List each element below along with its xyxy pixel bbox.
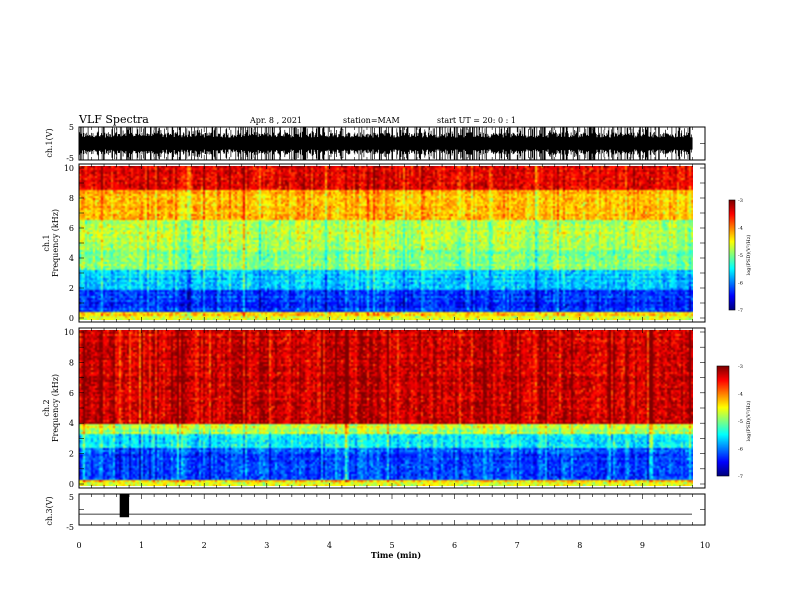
frequency-tick-label: 0 bbox=[69, 314, 74, 323]
ch3-signal-ticks bbox=[78, 494, 706, 525]
time-tick-label: 10 bbox=[700, 541, 710, 550]
time-tick-label: 4 bbox=[327, 541, 332, 550]
start-time-label: start UT = 20: 0 : 1 bbox=[437, 116, 516, 125]
ch1-waveform-ticks bbox=[78, 127, 706, 160]
time-tick-label: 2 bbox=[202, 541, 207, 550]
figure-title: VLF Spectra bbox=[78, 113, 149, 126]
time-tick-label: 9 bbox=[640, 541, 645, 550]
ch2-colorbar-ticks: -3 -4 -5 -6 -7 bbox=[738, 364, 743, 480]
time-tick-label: 6 bbox=[452, 541, 457, 550]
colorbar-tick-label: -3 bbox=[738, 364, 743, 370]
colorbar-tick-label: -7 bbox=[738, 308, 743, 314]
date-label: Apr. 8 , 2021 bbox=[249, 116, 302, 125]
ch1-spectrogram-channel-label: ch.1 bbox=[42, 234, 51, 251]
ch2-spectrogram-channel-label: ch.2 bbox=[42, 399, 51, 416]
colorbar-tick-label: -5 bbox=[738, 253, 743, 259]
time-tick-label: 3 bbox=[264, 541, 269, 550]
ch2-colorbar-label: log(PSD)(V²/Hz) bbox=[745, 401, 752, 442]
station-label: station=MAM bbox=[343, 116, 400, 125]
ch2-spectrogram-ytick-labels: 0 2 4 6 8 10 bbox=[64, 328, 74, 489]
time-tick-label: 7 bbox=[515, 541, 520, 550]
ch3-pulse bbox=[119, 494, 130, 518]
ch1-waveform-panel: 5 -5 ch.1(V) bbox=[45, 123, 706, 163]
frequency-tick-label: 6 bbox=[69, 224, 74, 233]
colorbar-tick-label: -3 bbox=[738, 198, 743, 204]
frequency-tick-label: 2 bbox=[69, 450, 74, 459]
ch3-signal-ylabel: ch.3(V) bbox=[45, 496, 54, 525]
ch2-spectrogram-image bbox=[79, 330, 693, 486]
frequency-tick-label: 0 bbox=[69, 480, 74, 489]
colorbar-tick-label: -5 bbox=[738, 419, 743, 425]
frequency-tick-label: 6 bbox=[69, 389, 74, 398]
ch1-colorbar-ticks: -3 -4 -5 -6 -7 bbox=[738, 198, 743, 314]
ch1-spectrogram-ticks bbox=[78, 164, 706, 322]
colorbar-tick-label: -6 bbox=[738, 447, 743, 453]
frequency-tick-label: 4 bbox=[69, 254, 74, 263]
ch1-spectrogram-image bbox=[79, 166, 693, 320]
time-tick-label: 0 bbox=[76, 541, 81, 550]
ch2-spectrogram-ticks bbox=[78, 328, 706, 488]
ch1-ytick-top: 5 bbox=[69, 123, 74, 132]
ch1-spectrogram-ytick-labels: 0 2 4 6 8 10 bbox=[64, 164, 74, 323]
ch2-colorbar-frame bbox=[716, 365, 730, 477]
x-axis-tick-labels: 0 1 2 3 4 5 6 7 8 9 10 bbox=[76, 541, 710, 550]
ch3-signal-trace bbox=[79, 494, 692, 518]
ch1-waveform-trace bbox=[78, 127, 693, 160]
ch1-waveform-ylabel: ch.1(V) bbox=[45, 128, 54, 157]
time-tick-label: 1 bbox=[139, 541, 144, 550]
ch1-colorbar-label: log(PSD)(V²/Hz) bbox=[745, 235, 752, 276]
ch1-ytick-bottom: -5 bbox=[66, 154, 74, 163]
x-axis-label: Time (min) bbox=[371, 550, 421, 560]
ch1-waveform-line bbox=[78, 127, 693, 160]
frequency-tick-label: 8 bbox=[69, 194, 74, 203]
colorbar-tick-label: -4 bbox=[738, 392, 743, 398]
frequency-tick-label: 8 bbox=[69, 358, 74, 367]
frequency-tick-label: 4 bbox=[69, 419, 74, 428]
ch3-ytick-top: 5 bbox=[69, 493, 74, 502]
colorbar-tick-label: -4 bbox=[738, 226, 743, 232]
frequency-tick-label: 10 bbox=[64, 164, 74, 173]
ch2-spectrogram-ylabel: Frequency (kHz) bbox=[51, 374, 60, 442]
ch3-signal-panel: 5 -5 ch.3(V) bbox=[45, 493, 706, 532]
ch1-colorbar bbox=[729, 200, 735, 310]
time-tick-label: 5 bbox=[389, 541, 394, 550]
time-tick-label: 8 bbox=[577, 541, 582, 550]
ch1-colorbar-frame bbox=[728, 199, 736, 311]
colorbar-tick-label: -6 bbox=[738, 281, 743, 287]
frequency-tick-label: 10 bbox=[64, 328, 74, 337]
colorbar-tick-label: -7 bbox=[738, 474, 743, 480]
ch2-colorbar bbox=[717, 366, 729, 476]
ch1-spectrogram-ylabel: Frequency (kHz) bbox=[51, 209, 60, 277]
ch3-ytick-bottom: -5 bbox=[66, 523, 74, 532]
frequency-tick-label: 2 bbox=[69, 284, 74, 293]
